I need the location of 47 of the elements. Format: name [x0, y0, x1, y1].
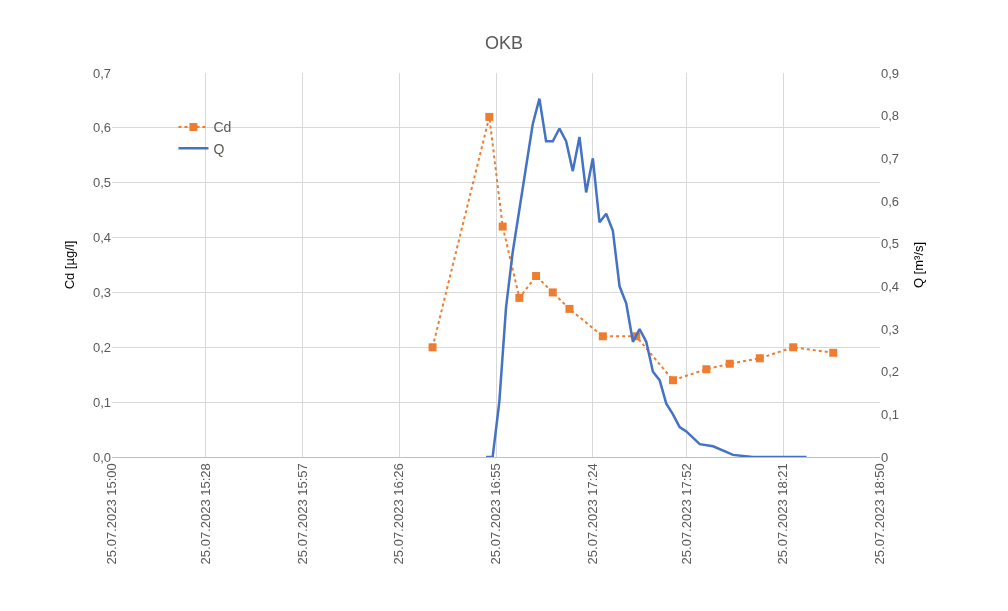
x-tick-label: 25.07.2023 17:24	[585, 463, 601, 565]
legend-label: Cd	[213, 119, 232, 136]
y2-tick-label: 0,2	[881, 364, 900, 380]
y2-axis-title: Q [m³/s]	[910, 241, 926, 289]
y2-tick-label: 0,8	[881, 108, 900, 124]
y-tick-label: 0,1	[92, 394, 111, 410]
y2-tick-label: 0,4	[881, 278, 900, 294]
point	[565, 304, 574, 313]
point	[702, 365, 711, 374]
x-tick-label: 25.07.2023 18:21	[775, 463, 791, 565]
y2-tick-label: 0,3	[881, 321, 900, 337]
point	[498, 222, 507, 231]
y-tick-label: 0,6	[92, 120, 111, 136]
y2-tick-label: 0,6	[881, 193, 900, 209]
point	[755, 354, 764, 363]
y2-tick-label: 0,9	[881, 65, 900, 81]
y2-tick-label: 0,5	[881, 236, 900, 252]
x-tick-label: 25.07.2023 16:55	[488, 463, 504, 565]
point	[829, 348, 838, 357]
x-tick-label: 25.07.2023 15:57	[294, 463, 310, 565]
point	[598, 332, 607, 341]
y-tick-label: 0,3	[92, 284, 111, 300]
point	[515, 293, 524, 302]
y2-tick-label: 0,1	[881, 406, 900, 422]
point	[532, 271, 541, 280]
point	[668, 376, 677, 385]
y-tick-label: 0,2	[92, 339, 111, 355]
chart-title: OKB	[484, 33, 524, 54]
x-tick-label: 25.07.2023 16:26	[391, 463, 407, 565]
legend-label: Q	[213, 140, 225, 157]
y-tick-label: 0,7	[92, 65, 111, 81]
y2-tick-label: 0,7	[881, 150, 900, 166]
y-tick-label: 0,5	[92, 175, 111, 191]
point	[548, 288, 557, 297]
y2-tick-label: 0	[881, 449, 889, 465]
point	[428, 343, 437, 352]
x-tick-label: 25.07.2023 17:52	[678, 463, 694, 565]
x-tick-label: 25.07.2023 15:00	[104, 463, 120, 565]
point	[485, 112, 494, 121]
y-axis-title: Cd [µg/l]	[61, 240, 77, 290]
x-tick-label: 25.07.2023 18:50	[872, 463, 888, 565]
y-tick-label: 0,4	[92, 230, 111, 246]
point	[725, 359, 734, 368]
point	[789, 343, 798, 352]
line-series	[484, 97, 808, 457]
x-tick-label: 25.07.2023 15:28	[197, 463, 213, 565]
y-tick-label: 0,0	[92, 449, 111, 465]
